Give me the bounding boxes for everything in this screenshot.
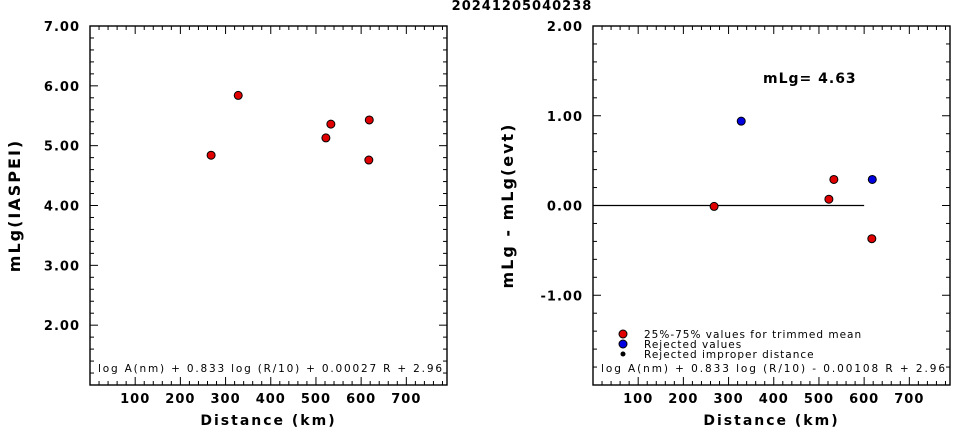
chart2-legend-label: Rejected improper distance [644, 349, 815, 361]
chart2-x-axis-label: Distance (km) [703, 413, 839, 428]
chart2-x-tick-label: 600 [849, 392, 879, 407]
chart2-data-point [867, 234, 877, 244]
chart2-legend-label: Rejected values [644, 339, 742, 351]
chart1-data-point [364, 115, 374, 125]
chart2-data-point [824, 194, 834, 204]
chart1-formula-text: log A(nm) + 0.833 log (R/10) + 0.00027 R… [98, 363, 443, 375]
chart1-x-tick-label: 300 [210, 392, 240, 407]
chart1-x-tick-label: 500 [301, 392, 331, 407]
chart1-data-point [233, 90, 243, 100]
chart1-x-tick-label: 200 [165, 392, 195, 407]
chart2-y-tick-label: 2.00 [547, 20, 583, 35]
chart2-y-tick-label: 0.00 [547, 200, 583, 215]
chart1-x-axis-label: Distance (km) [200, 413, 336, 428]
chart2-x-tick-label: 100 [623, 392, 653, 407]
chart1-y-axis-label: mLg(IASPEI) [5, 139, 24, 272]
chart2-data-point [736, 116, 746, 126]
chart1-data-point [364, 155, 374, 165]
chart1-x-tick-label: 400 [256, 392, 286, 407]
figure-title: 20241205040238 [452, 0, 593, 14]
chart2-formula-text: log A(nm) + 0.833 log (R/10) - 0.00108 R… [601, 363, 946, 375]
chart2-data-point [829, 174, 839, 184]
chart2-legend-marker [620, 351, 626, 357]
chart1-y-tick-label: 3.00 [44, 259, 80, 274]
chart2-x-tick-label: 500 [804, 392, 834, 407]
chart2-legend-marker [618, 329, 628, 339]
chart2-y-axis-label: mLg - mLg(evt) [498, 123, 517, 289]
chart2-legend-label: 25%-75% values for trimmed mean [644, 329, 862, 341]
chart1-panel: 100 200 300 400 500 600 700 2.00 3.00 4.00 5.00 6.0… [5, 20, 448, 428]
chart2-x-tick-label: 300 [713, 392, 743, 407]
chart2-x-tick-label: 200 [668, 392, 698, 407]
chart1-data-point [326, 119, 336, 129]
chart1-x-tick-label: 100 [120, 392, 150, 407]
chart1-y-tick-label: 2.00 [44, 319, 80, 334]
chart1-y-tick-label: 5.00 [44, 140, 80, 155]
chart2-panel: 100 200 300 400 500 600 700 -1.00 0.00 1.00 2.00 Di… [498, 20, 951, 428]
chart2-data-point [867, 174, 877, 184]
chart1-x-tick-label: 600 [346, 392, 376, 407]
chart1-plot-frame [89, 25, 448, 386]
chart2-legend-marker [618, 339, 628, 349]
chart1-y-tick-label: 4.00 [44, 200, 80, 215]
chart2-data-point [709, 201, 719, 211]
chart1-y-tick-label: 6.00 [44, 80, 80, 95]
chart1-x-tick-label: 700 [391, 392, 421, 407]
chart2-x-tick-label: 700 [894, 392, 924, 407]
chart1-data-point [321, 133, 331, 143]
chart2-y-tick-label: -1.00 [541, 289, 583, 304]
chart2-y-tick-label: 1.00 [547, 110, 583, 125]
chart1-data-point [206, 150, 216, 160]
chart1-y-tick-label: 7.00 [44, 20, 80, 35]
chart2-x-tick-label: 400 [759, 392, 789, 407]
chart2-magnitude-annotation: mLg= 4.63 [763, 71, 857, 87]
